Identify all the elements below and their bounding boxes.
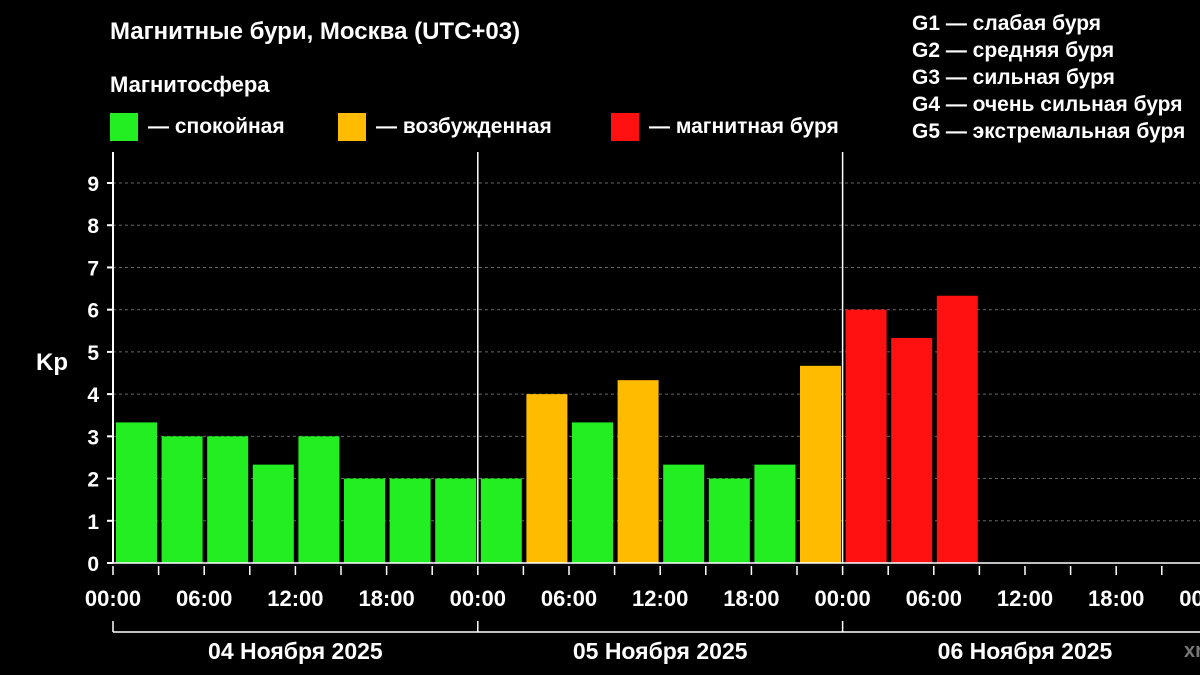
legend-label-quiet: — спокойная [148,115,285,138]
kp-bar-16 [845,309,887,563]
ytick-label-3: 3 [87,426,99,449]
ytick-label-7: 7 [87,257,99,280]
kp-bar-14 [754,464,796,563]
day-label-0: 04 Ноября 2025 [208,638,383,664]
ytick-label-6: 6 [87,300,99,323]
xtick-label-3: 18:00 [358,586,414,611]
day-label-2: 06 Ноября 2025 [938,638,1113,664]
kp-bar-18 [936,295,978,563]
legend-storm: — магнитная буря [611,113,839,141]
xtick-label-7: 18:00 [723,586,779,611]
day-label-1: 05 Ноября 2025 [573,638,748,664]
legend-swatch-quiet [110,113,138,141]
y-axis-label: Kp [36,349,68,376]
kp-bar-7 [435,478,477,563]
ytick-label-4: 4 [87,384,99,407]
kp-bar-3 [252,464,294,563]
kp-bar-6 [389,478,431,563]
xtick-label-10: 12:00 [997,586,1053,611]
xtick-label-4: 00:00 [450,586,506,611]
kp-bar-15 [800,365,841,563]
kp-bar-9 [526,394,568,563]
ytick-label-1: 1 [87,511,99,534]
ytick-label-5: 5 [87,342,99,365]
ytick-label-9: 9 [87,173,99,196]
ytick-label-8: 8 [87,215,99,238]
kp-bar-0 [116,422,157,563]
chart-title: Магнитные бури, Москва (UTC+03) [110,18,521,45]
xtick-label-12: 00:00 [1179,586,1200,611]
xtick-label-5: 06:00 [541,586,597,611]
kp-bar-12 [663,464,705,563]
kp-bar-11 [617,380,659,563]
legend-swatch-active [338,113,366,141]
kp-bar-4 [298,436,340,563]
legend-label-storm: — магнитная буря [649,115,839,138]
storm-scale-g1: G1 — слабая буря [912,12,1102,35]
xtick-label-9: 06:00 [906,586,962,611]
xtick-label-1: 06:00 [176,586,232,611]
kp-bar-17 [891,337,933,563]
legend-active: — возбужденная [338,113,552,141]
storm-scale-g4: G4 — очень сильная буря [912,93,1183,116]
ytick-label-2: 2 [87,469,99,492]
kp-bar-8 [480,478,522,563]
kp-bar-1 [161,436,203,563]
kp-bar-13 [708,478,750,563]
xtick-label-0: 00:00 [85,586,141,611]
storm-scale-g5: G5 — экстремальная буря [912,120,1186,143]
storm-scale-g3: G3 — сильная буря [912,66,1115,89]
storm-scale-g2: G2 — средняя буря [912,39,1115,62]
magnetosphere-title: Магнитосфера [110,72,270,97]
kp-bar-10 [572,422,613,563]
ytick-label-0: 0 [87,553,99,576]
storm-scale-legend: G1 — слабая буря G2 — средняя буря G3 — … [912,10,1185,145]
xtick-label-8: 00:00 [814,586,870,611]
legend-quiet: — спокойная [110,113,285,141]
kp-bar-5 [344,478,385,563]
watermark: xr [1184,640,1200,662]
xtick-label-11: 18:00 [1088,586,1144,611]
xtick-label-2: 12:00 [267,586,323,611]
kp-bar-2 [207,436,249,563]
xtick-label-6: 12:00 [632,586,688,611]
legend-label-active: — возбужденная [376,115,552,138]
legend-swatch-storm [611,113,639,141]
